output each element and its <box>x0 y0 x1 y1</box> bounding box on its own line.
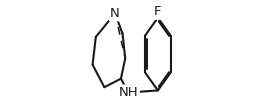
Text: N: N <box>110 7 120 20</box>
Text: NH: NH <box>119 86 138 99</box>
Text: F: F <box>154 5 162 18</box>
